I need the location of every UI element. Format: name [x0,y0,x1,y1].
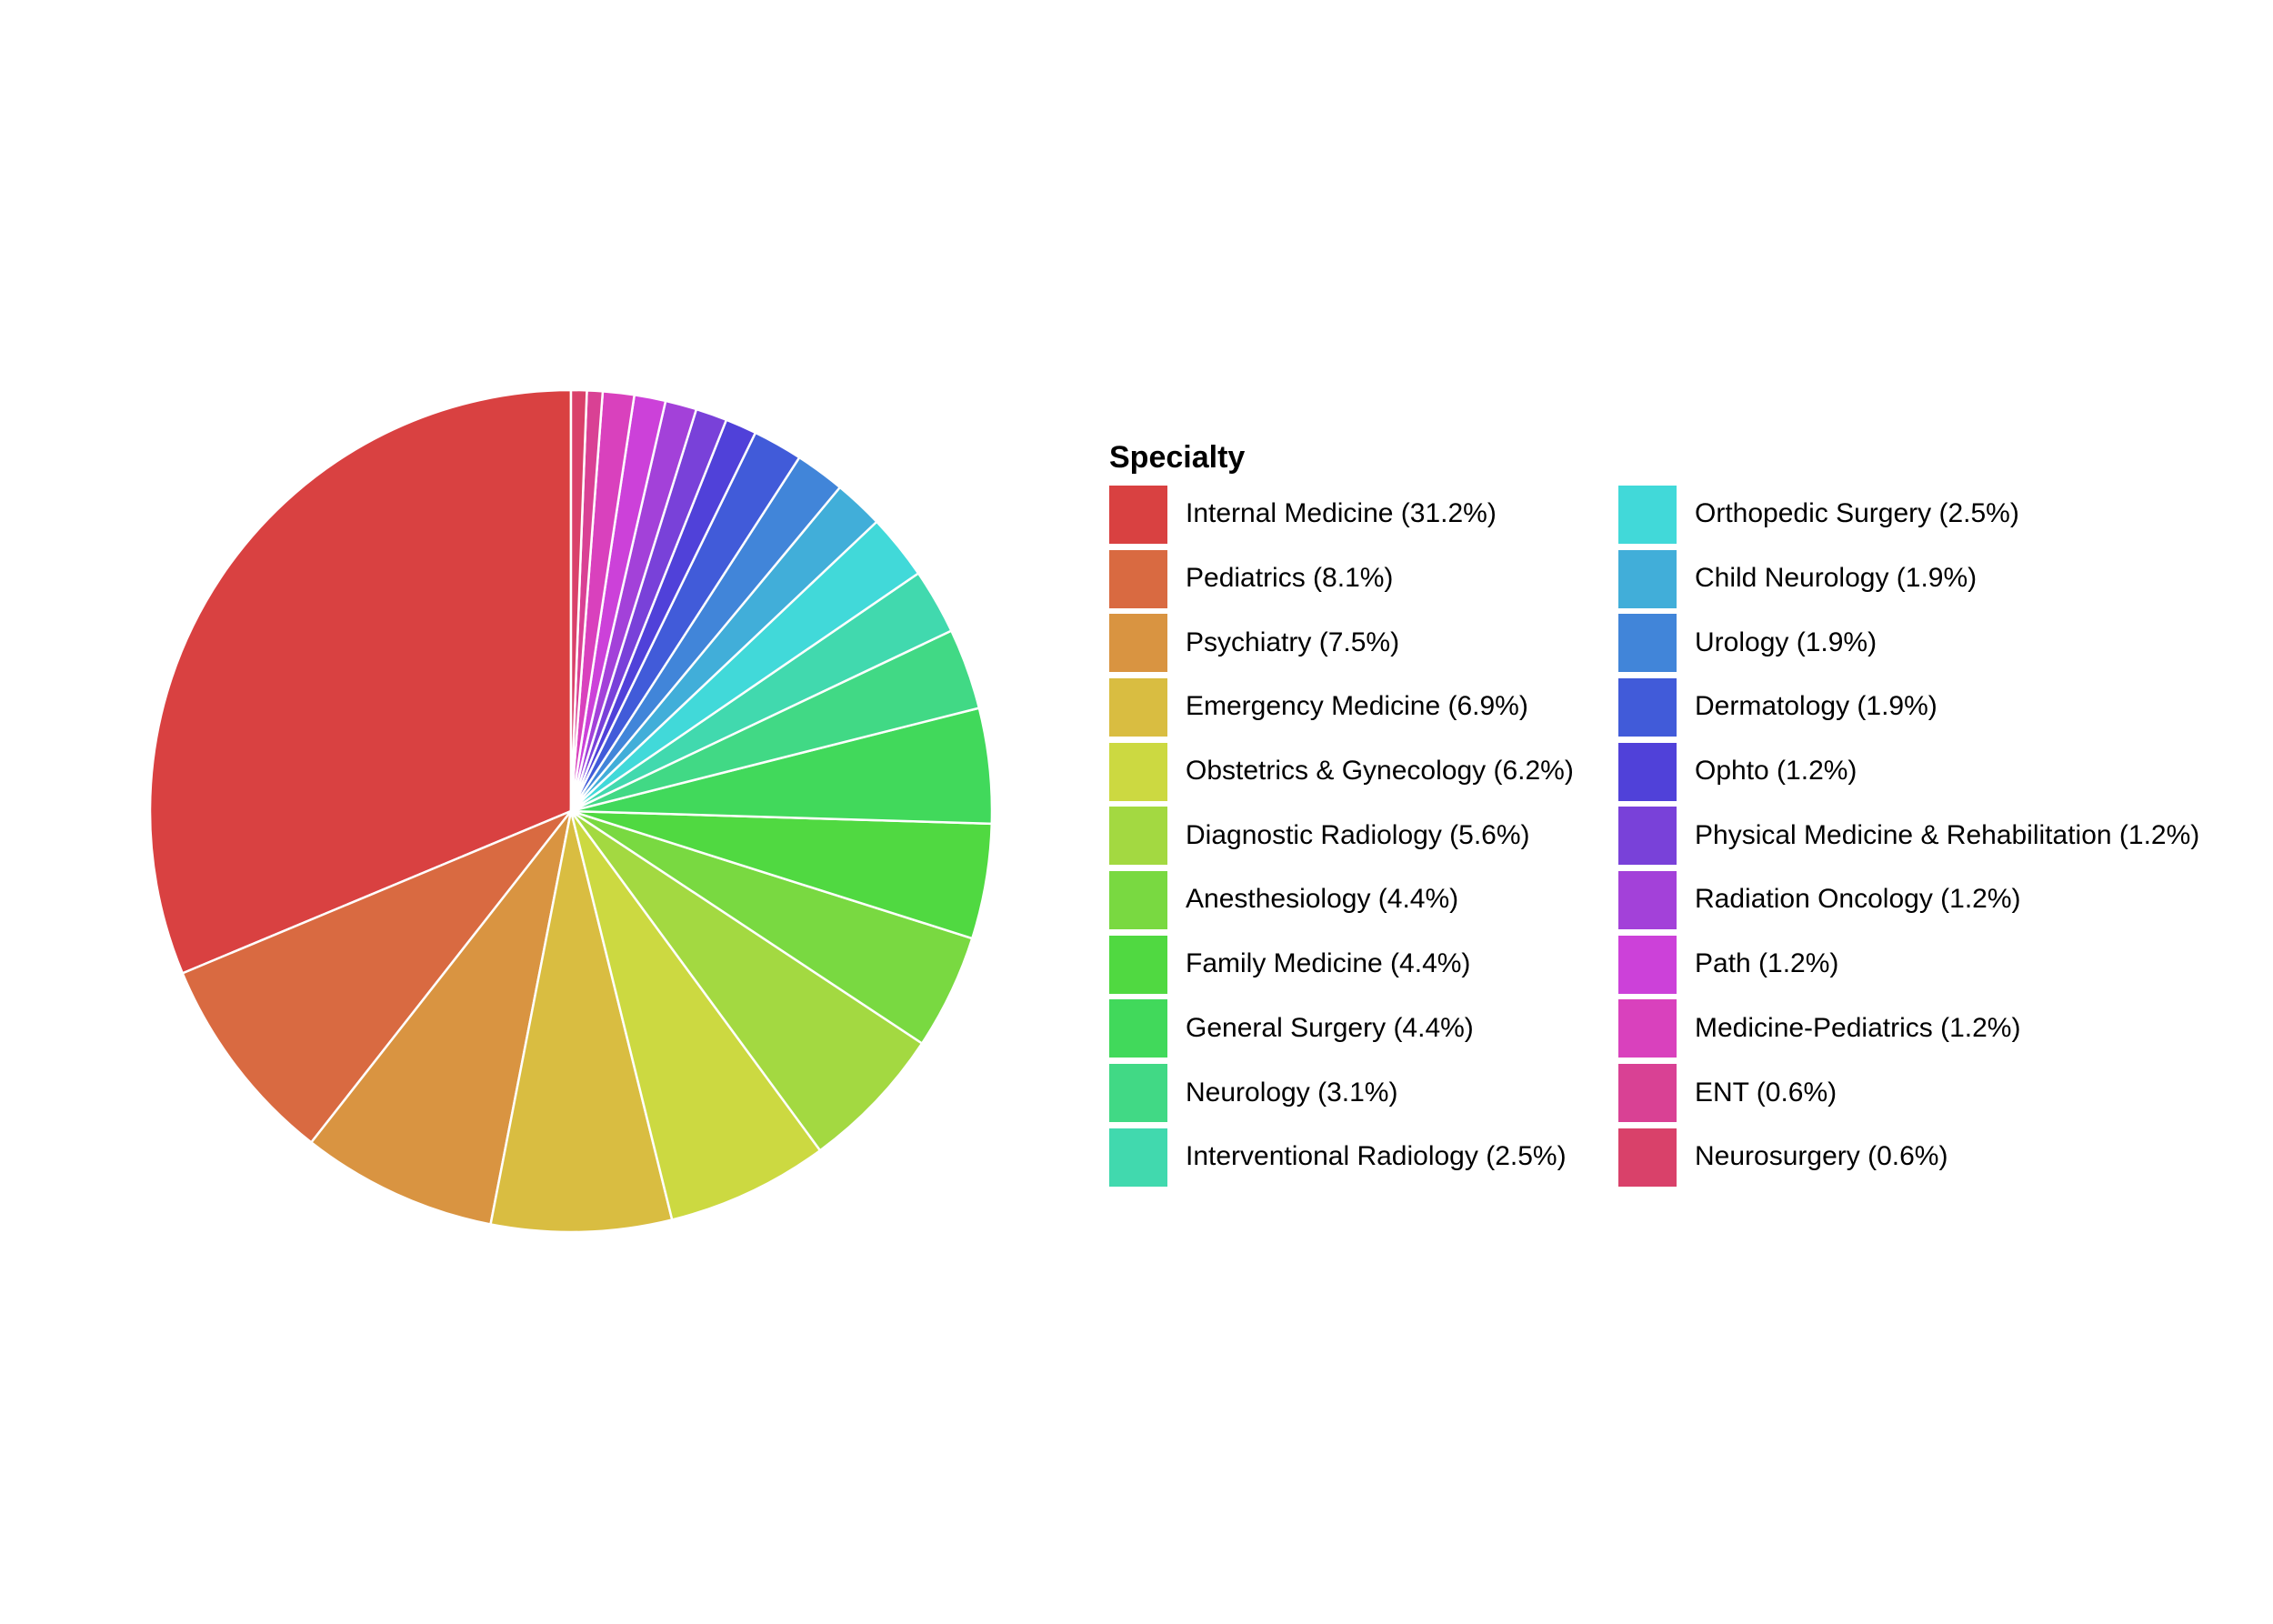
legend-swatch [1618,485,1677,544]
legend-swatch [1109,485,1167,544]
legend-label: Neurology (3.1%) [1186,1077,1398,1108]
legend-label: Psychiatry (7.5%) [1186,627,1400,657]
legend-swatch [1109,1064,1167,1123]
legend-column-1: Internal Medicine (31.2%) Pediatrics (8.1… [1109,482,1618,1189]
legend-title: Specialty [1109,440,1246,475]
pie-slice [569,809,924,1152]
legend-label: Anesthesiology (4.4%) [1186,884,1459,915]
legend-swatch [1618,1064,1677,1123]
legend-swatch [1109,807,1167,866]
legend-swatch [1109,935,1167,994]
legend-item: Dermatology (1.9%) [1618,675,2255,739]
legend-item: Diagnostic Radiology (5.6%) [1109,803,1618,867]
legend-item: Child Neurology (1.9%) [1618,546,2255,611]
legend-columns: Internal Medicine (31.2%) Pediatrics (8.1… [1109,482,2255,1189]
pie-slice [569,388,588,813]
pie-slice [181,809,573,1144]
legend-item: Neurology (3.1%) [1109,1060,1618,1125]
legend-swatch [1109,614,1167,673]
legend-item: Pediatrics (8.1%) [1109,546,1618,611]
legend-item: Psychiatry (7.5%) [1109,610,1618,675]
legend-item: General Surgery (4.4%) [1109,997,1618,1061]
legend: Specialty Internal Medicine (31.2%) Pedia… [1109,436,2255,1189]
pie-slice [310,809,573,1226]
legend-label: ENT (0.6%) [1695,1077,1837,1108]
legend-column-2: Orthopedic Surgery (2.5%) Child Neurology… [1618,482,2255,1189]
legend-swatch [1618,742,1677,801]
legend-swatch [1618,999,1677,1058]
legend-swatch [1109,870,1167,929]
legend-label: Radiation Oncology (1.2%) [1695,884,2021,915]
legend-label: Path (1.2%) [1695,948,1839,979]
legend-swatch [1109,1128,1167,1187]
legend-item: Interventional Radiology (2.5%) [1109,1125,1618,1189]
legend-swatch [1618,870,1677,929]
legend-label: Internal Medicine (31.2%) [1186,498,1497,529]
legend-swatch [1618,1128,1677,1187]
legend-swatch [1618,677,1677,737]
legend-label: Orthopedic Surgery (2.5%) [1695,498,2019,529]
legend-item: Urology (1.9%) [1618,610,2255,675]
pie-chart [148,388,994,1234]
legend-label: Ophto (1.2%) [1695,756,1857,787]
legend-item: Ophto (1.2%) [1618,739,2255,804]
legend-label: Urology (1.9%) [1695,627,1877,657]
legend-label: Medicine-Pediatrics (1.2%) [1695,1012,2021,1043]
legend-swatch [1618,549,1677,608]
legend-label: Family Medicine (4.4%) [1186,948,1471,979]
legend-label: Interventional Radiology (2.5%) [1186,1141,1567,1172]
legend-item: ENT (0.6%) [1618,1060,2255,1125]
legend-label: Neurosurgery (0.6%) [1695,1141,1948,1172]
legend-item: Physical Medicine & Rehabilitation (1.2%… [1618,803,2255,867]
legend-swatch [1109,549,1167,608]
legend-label: Pediatrics (8.1%) [1186,563,1394,594]
legend-item: Family Medicine (4.4%) [1109,932,1618,997]
legend-item: Anesthesiology (4.4%) [1109,867,1618,932]
legend-swatch [1618,614,1677,673]
legend-swatch [1109,742,1167,801]
legend-label: Physical Medicine & Rehabilitation (1.2%… [1695,819,2200,850]
legend-swatch [1109,677,1167,737]
legend-item: Orthopedic Surgery (2.5%) [1618,482,2255,546]
pie-slice [148,388,573,975]
legend-label: Child Neurology (1.9%) [1695,563,1978,594]
legend-label: Diagnostic Radiology (5.6%) [1186,819,1530,850]
legend-swatch [1618,807,1677,866]
legend-label: General Surgery (4.4%) [1186,1012,1474,1043]
pie-slice [569,809,822,1221]
pie-slice [489,809,674,1234]
legend-item: Internal Medicine (31.2%) [1109,482,1618,546]
legend-item: Radiation Oncology (1.2%) [1618,867,2255,932]
legend-swatch [1618,935,1677,994]
legend-label: Dermatology (1.9%) [1695,691,1938,722]
legend-swatch [1109,999,1167,1058]
legend-label: Emergency Medicine (6.9%) [1186,691,1528,722]
legend-item: Path (1.2%) [1618,932,2255,997]
legend-label: Obstetrics & Gynecology (6.2%) [1186,756,1574,787]
legend-item: Emergency Medicine (6.9%) [1109,675,1618,739]
legend-item: Neurosurgery (0.6%) [1618,1125,2255,1189]
legend-item: Obstetrics & Gynecology (6.2%) [1109,739,1618,804]
legend-item: Medicine-Pediatrics (1.2%) [1618,997,2255,1061]
